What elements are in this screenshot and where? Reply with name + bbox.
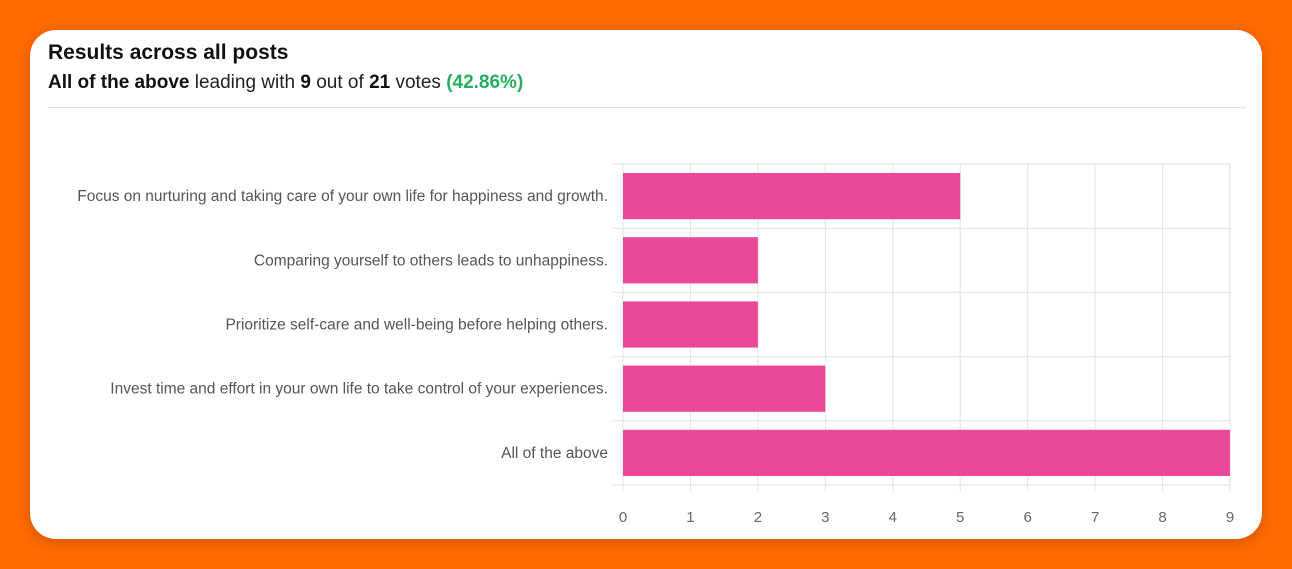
category-label: Prioritize self-care and well-being befo… — [225, 317, 608, 334]
leader-percentage: (42.86%) — [446, 72, 524, 93]
card-title: Results across all posts — [48, 41, 289, 64]
category-label: Invest time and effort in your own life … — [110, 381, 608, 398]
results-card: Results across all posts All of the abov… — [30, 30, 1262, 539]
x-axis-ticks: 0 1 2 3 4 5 6 7 8 9 — [619, 509, 1234, 526]
header-divider — [48, 107, 1246, 108]
x-tick-label: 2 — [754, 509, 762, 526]
votes-text: votes — [395, 72, 441, 93]
category-label: All of the above — [501, 445, 608, 462]
x-tick-label: 5 — [956, 509, 964, 526]
out-of-text: out of — [316, 72, 364, 93]
bar — [623, 429, 1230, 476]
results-bar-chart: Focus on nurturing and taking care of yo… — [77, 163, 1234, 526]
x-tick-label: 6 — [1023, 509, 1031, 526]
bar-layer — [623, 173, 1230, 476]
x-tick-label: 4 — [889, 509, 897, 526]
results-summary: All of the above leading with 9 out of 2… — [48, 72, 523, 94]
bar — [623, 301, 758, 348]
x-tick-label: 7 — [1091, 509, 1099, 526]
category-label: Focus on nurturing and taking care of yo… — [77, 188, 608, 205]
leader-vote-count: 9 — [300, 72, 311, 93]
x-tick-label: 0 — [619, 509, 627, 526]
bar — [623, 173, 961, 220]
x-tick-label: 9 — [1226, 509, 1234, 526]
x-tick-label: 8 — [1158, 509, 1166, 526]
category-label: Comparing yourself to others leads to un… — [254, 252, 608, 269]
bar — [623, 365, 826, 412]
category-labels: Focus on nurturing and taking care of yo… — [77, 188, 608, 462]
x-tick-label: 3 — [821, 509, 829, 526]
leader-option: All of the above — [48, 72, 190, 93]
x-tick-label: 1 — [686, 509, 694, 526]
bar — [623, 237, 758, 284]
total-vote-count: 21 — [369, 72, 391, 93]
leading-with-text: leading with — [194, 72, 296, 93]
